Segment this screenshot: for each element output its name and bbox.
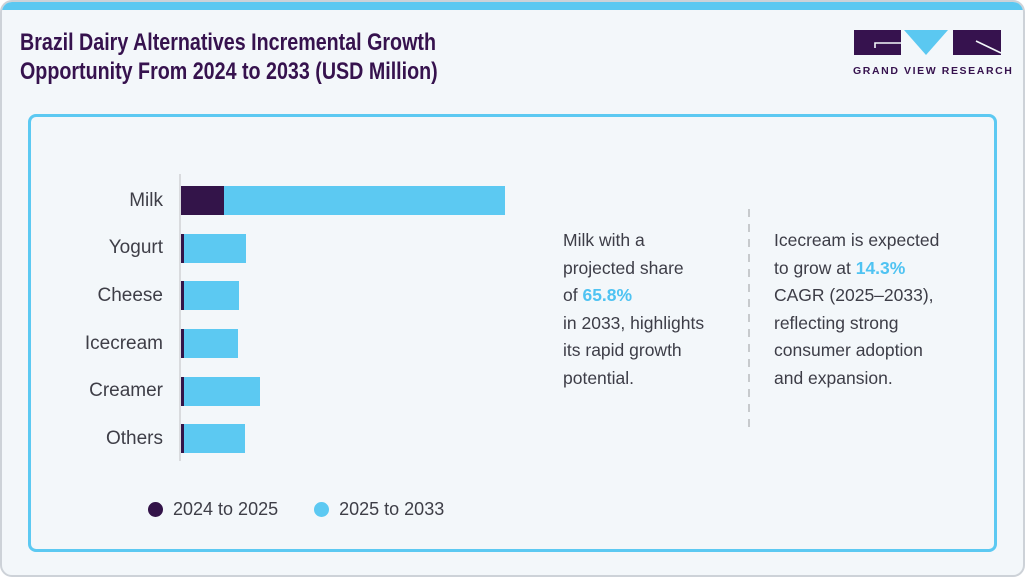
bar-segment-2024-to-2025 <box>181 329 184 359</box>
chart-baseline-axis <box>179 174 181 461</box>
page-title-line-1: Brazil Dairy Alternatives Incremental Gr… <box>20 29 436 56</box>
legend-label: 2024 to 2025 <box>173 499 279 519</box>
chart-row: Creamer <box>2 367 562 415</box>
bar-segment-2024-to-2025 <box>181 424 184 454</box>
category-label: Yogurt <box>108 237 163 259</box>
bar-segment-2024-to-2025 <box>181 186 224 216</box>
category-label: Milk <box>129 189 163 211</box>
bar-stack <box>181 329 238 359</box>
annotation-line: projected share <box>563 255 704 283</box>
annotation-line: potential. <box>563 365 704 393</box>
annotation-text: CAGR (2025–2033), <box>774 285 934 306</box>
chart-row: Icecream <box>2 320 562 368</box>
annotation-divider <box>748 209 750 427</box>
legend-item: 2024 to 2025 <box>148 499 278 520</box>
bar-segment-2025-to-2033 <box>184 281 239 311</box>
bar-segment-2025-to-2033 <box>224 186 505 216</box>
annotation-text: of <box>563 285 583 306</box>
annotation-line: and expansion. <box>774 365 939 393</box>
chart-row: Yogurt <box>2 225 562 273</box>
bar-stack <box>181 424 245 454</box>
annotation-text: Icecream is expected <box>774 230 940 250</box>
legend-item: 2025 to 2033 <box>314 499 444 520</box>
legend-dot-icon <box>148 502 163 517</box>
annotation-text: projected share <box>563 257 684 278</box>
annotation-text: in 2033, highlights <box>563 312 705 333</box>
annotation-text: potential. <box>563 367 635 388</box>
bar-segment-2024-to-2025 <box>181 376 184 406</box>
bar-chart: Milk Yogurt Cheese Icecream Creamer Others <box>2 177 562 463</box>
highlight-value: 14.3% <box>855 257 906 278</box>
chart-card <box>28 114 997 552</box>
annotation-line: in 2033, highlights <box>563 310 704 338</box>
annotation-line: to grow at 14.3% <box>774 255 939 283</box>
bar-segment-2025-to-2033 <box>184 233 246 263</box>
chart-row: Milk <box>2 177 562 225</box>
category-label: Others <box>105 427 163 449</box>
top-accent-strip <box>2 2 1023 10</box>
annotation-line: CAGR (2025–2033), <box>774 282 939 310</box>
annotation-text: to grow at <box>774 257 856 278</box>
annotation-text: consumer adoption <box>774 340 923 361</box>
bar-segment-2025-to-2033 <box>184 376 260 406</box>
brand-name: GRAND VIEW RESEARCH <box>853 65 1014 77</box>
bar-segment-2025-to-2033 <box>184 329 238 359</box>
chart-row: Cheese <box>2 272 562 320</box>
bar-segment-2024-to-2025 <box>181 281 184 311</box>
chart-legend: 2024 to 2025 2025 to 2033 <box>148 499 444 520</box>
bar-segment-2024-to-2025 <box>181 233 184 263</box>
bar-stack <box>181 281 239 311</box>
annotation-text: its rapid growth <box>563 340 682 361</box>
annotation-icecream: Icecream is expected to grow at 14.3% CAGR… <box>774 227 939 393</box>
annotation-line: reflecting strong <box>774 310 939 338</box>
bar-stack <box>181 186 505 216</box>
bar-stack <box>181 233 246 263</box>
page-title: Brazil Dairy Alternatives Incremental Gr… <box>20 28 438 86</box>
gvr-logo-icon <box>854 30 1002 55</box>
page-title-line-2: Opportunity From 2024 to 2033 (USD Milli… <box>20 58 438 85</box>
category-label: Creamer <box>89 380 163 402</box>
legend-label: 2025 to 2033 <box>339 499 445 519</box>
legend-dot-icon <box>314 502 330 517</box>
annotation-line: consumer adoption <box>774 337 939 365</box>
brand-logo: GRAND VIEW RESEARCH <box>853 30 1014 77</box>
highlight-value: 65.8% <box>582 285 633 306</box>
annotation-line: Icecream is expected <box>774 227 939 255</box>
annotation-line: its rapid growth <box>563 337 704 365</box>
annotation-milk: Milk with a projected share of 65.8% in 203… <box>563 227 704 393</box>
bar-stack <box>181 376 260 406</box>
annotation-text: Milk with a <box>563 230 645 250</box>
annotation-line: of 65.8% <box>563 282 704 310</box>
chart-row: Others <box>2 415 562 463</box>
annotation-text: and expansion. <box>774 367 893 388</box>
category-label: Icecream <box>84 332 163 354</box>
category-label: Cheese <box>97 284 164 306</box>
bar-segment-2025-to-2033 <box>184 424 245 454</box>
annotation-text: reflecting strong <box>774 312 899 333</box>
annotation-line: Milk with a <box>563 227 704 255</box>
